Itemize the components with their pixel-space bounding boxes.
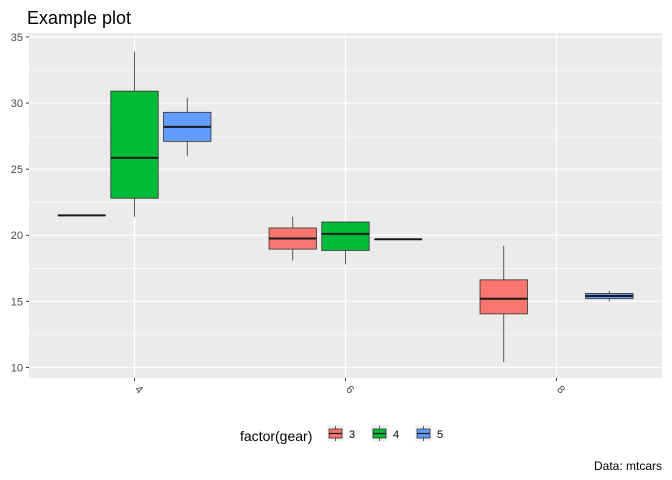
- box-gear-4-cyl-4: [110, 51, 159, 217]
- box-gear-3-cyl-6: [268, 216, 317, 261]
- y-tick-label: 30: [11, 98, 23, 110]
- legend-key-3: 3: [327, 425, 355, 442]
- x-tick-label: 6: [343, 383, 356, 396]
- legend-title: factor(gear): [240, 428, 312, 444]
- y-tick-label: 15: [11, 296, 23, 308]
- box-body: [479, 279, 528, 315]
- boxes-layer: [57, 51, 634, 363]
- legend-key-4: 4: [371, 425, 399, 442]
- box-gear-5-cyl-4: [163, 97, 212, 156]
- box-gear-3-cyl-8: [479, 245, 528, 363]
- x-tick-label: 8: [554, 383, 567, 396]
- legend-label: 5: [437, 429, 443, 441]
- y-tick-label: 20: [11, 230, 23, 242]
- y-tick-label: 25: [11, 164, 23, 176]
- x-axis: 4 6 8: [132, 378, 567, 396]
- legend-key-5: 5: [415, 425, 443, 442]
- box-gear-5-cyl-8: [585, 290, 634, 302]
- chart-title: Example plot: [27, 8, 131, 28]
- x-tick-label: 4: [132, 383, 145, 396]
- caption: Data: mtcars: [594, 459, 662, 473]
- y-axis: 10 15 20 25 30 35: [11, 32, 29, 374]
- box-body: [321, 221, 370, 251]
- legend: factor(gear) 3 4 5: [240, 425, 443, 444]
- y-tick-label: 10: [11, 362, 23, 374]
- legend-label: 4: [393, 429, 399, 441]
- box-body: [110, 90, 159, 199]
- box-gear-4-cyl-6: [321, 221, 370, 265]
- legend-label: 3: [349, 429, 355, 441]
- y-tick-label: 35: [11, 32, 23, 44]
